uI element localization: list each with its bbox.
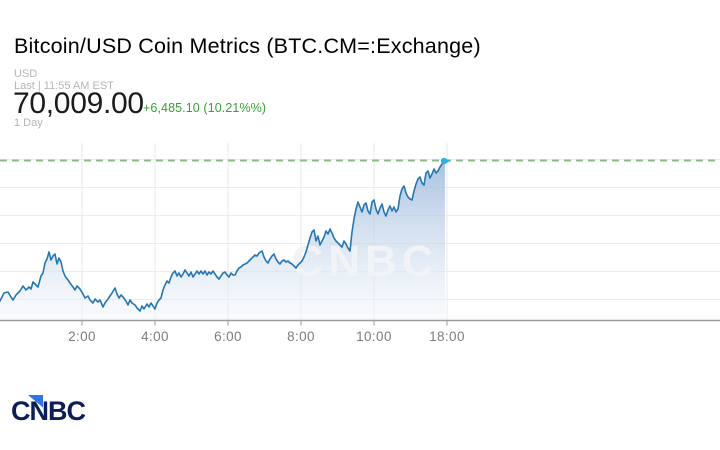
cnbc-watermark: CNBC <box>291 237 438 286</box>
x-tick-label: 8:00 <box>287 329 315 344</box>
currency-label: USD <box>14 68 38 80</box>
x-tick-label: 6:00 <box>214 329 242 344</box>
cnbc-logo-text: CNBC <box>11 396 86 426</box>
x-tick-label: 18:00 <box>429 329 465 344</box>
last-updated: Last | 11:55 AM EST <box>14 80 114 92</box>
price-line <box>0 160 446 312</box>
x-tick-label: 10:00 <box>356 329 392 344</box>
price-change: +6,485.10 (10.21%%) <box>143 101 267 115</box>
page-title: Bitcoin/USD Coin Metrics (BTC.CM=:Exchan… <box>14 34 481 58</box>
price-value: 70,009.00 <box>13 87 144 120</box>
cnbc-logo[interactable]: CNBC <box>11 395 101 427</box>
x-tick-label: 2:00 <box>68 329 96 344</box>
range-label: 1 Day <box>14 117 43 129</box>
area-fill <box>0 161 445 321</box>
last-price-marker-point <box>444 157 451 165</box>
x-tick-label: 4:00 <box>141 329 169 344</box>
